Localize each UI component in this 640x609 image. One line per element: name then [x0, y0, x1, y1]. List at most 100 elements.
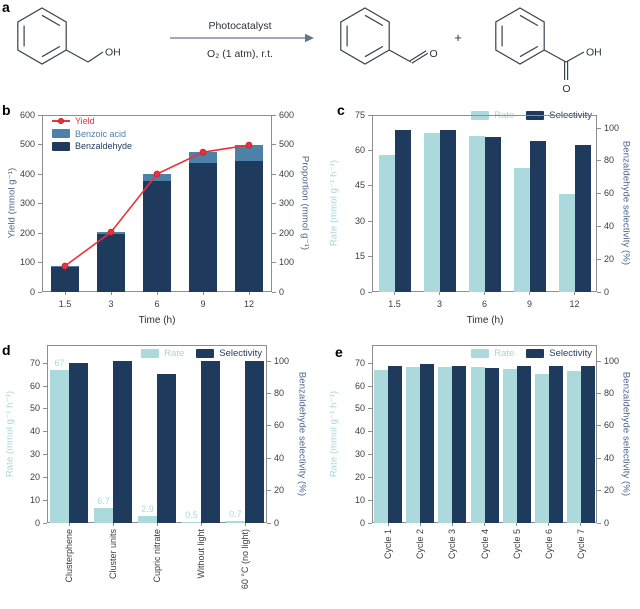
- benzaldehyde-swatch: [52, 141, 70, 151]
- x-tick-mark: [548, 523, 550, 526]
- x-tick-mark: [202, 292, 204, 295]
- bar-benzaldehyde: [143, 181, 171, 292]
- x-tick-mark: [574, 292, 575, 295]
- yield-marker: [61, 262, 69, 270]
- y-tick-label-left: 100: [19, 257, 35, 267]
- x-tick-mark: [248, 292, 250, 295]
- y-tick-mark-left: [368, 256, 372, 258]
- y-tick-label-right: 0: [604, 517, 610, 528]
- x-tick-mark: [156, 523, 158, 526]
- legend-label-yield: Yield: [75, 116, 95, 126]
- y-tick-label-left: 0: [359, 517, 365, 528]
- y-tick-label-right: 600: [279, 109, 295, 120]
- x-tick-mark: [64, 292, 66, 295]
- y-tick-label-left: 10: [354, 494, 365, 505]
- y-tick-mark-left: [38, 114, 42, 116]
- y-tick-label-right: 60: [274, 420, 285, 431]
- molecule-benzaldehyde: O: [340, 7, 438, 65]
- selectivity-swatch: [196, 349, 215, 358]
- y-tick-mark-left: [43, 499, 47, 501]
- bar-rate: [438, 366, 453, 523]
- y-tick-mark-right: [272, 203, 276, 204]
- y-tick-mark-right: [597, 225, 601, 227]
- y-tick-label-right: 40: [604, 452, 615, 463]
- bar-rate: [566, 371, 581, 523]
- y-tick-label-left: 60: [354, 380, 365, 391]
- bar-selectivity: [157, 374, 176, 523]
- bar-selectivity: [580, 366, 595, 523]
- yield-marker: [153, 170, 161, 178]
- yield-marker: [199, 148, 207, 156]
- category-label: Cycle 7: [575, 529, 586, 560]
- legend-label-benzoic-acid: Benzoic acid: [75, 128, 127, 139]
- y-tick-label-left: 500: [19, 139, 35, 149]
- y-tick-label-right: 80: [274, 388, 285, 399]
- y-tick-label-left: 40: [354, 426, 365, 437]
- bar-rate: [378, 155, 395, 292]
- x-axis-title: Time (h): [138, 315, 176, 326]
- x-tick-mark: [110, 292, 112, 295]
- panel-e: e Rate (mmol g⁻¹ h⁻¹) Benzaldehyde selec…: [320, 335, 640, 609]
- x-tick-mark: [68, 523, 70, 526]
- bar-rate: [468, 136, 485, 292]
- bar-benzaldehyde: [189, 163, 217, 292]
- category-label: 3: [436, 299, 442, 309]
- panel-b-label: b: [2, 102, 11, 118]
- y-tick-mark-left: [43, 362, 47, 364]
- molecule-benzyl-alcohol: OH: [17, 7, 121, 65]
- y-tick-mark-right: [597, 522, 601, 524]
- y-tick-label-left: 15: [354, 251, 365, 262]
- y-tick-mark-right: [597, 490, 601, 492]
- panel-d-label: d: [2, 342, 11, 358]
- category-label: Cycle 4: [479, 529, 490, 560]
- hydroxyl-label: OH: [105, 47, 121, 59]
- reaction-arrow: Photocatalyst O₂ (1 atm), r.t.: [170, 20, 314, 60]
- plus-sign: +: [454, 30, 462, 45]
- y-tick-mark-right: [272, 114, 276, 116]
- bar-rate: [423, 132, 440, 292]
- category-label: Cycle 5: [511, 529, 522, 560]
- y-tick-label-right: 40: [274, 452, 285, 463]
- y-tick-label-left: 0: [29, 286, 35, 297]
- category-label: Cycle 1: [383, 529, 394, 560]
- rate-swatch: [471, 349, 490, 358]
- y-tick-label-left: 30: [29, 449, 40, 460]
- panel-a-label: a: [2, 0, 10, 15]
- y-tick-mark-right: [267, 490, 271, 492]
- panel-d: d Rate (mmol g⁻¹ h⁻¹) Benzaldehyde selec…: [0, 335, 320, 609]
- y-tick-mark-left: [368, 499, 372, 501]
- rate-value-label: 67: [54, 358, 65, 369]
- y-tick-mark-left: [38, 144, 42, 145]
- y-tick-mark-left: [38, 173, 42, 175]
- y-tick-label-left: 60: [354, 144, 365, 155]
- category-label: Cluster units: [108, 529, 118, 580]
- legend-label-selectivity: Selectivity: [549, 348, 592, 359]
- category-label: 60 °C (no light): [240, 529, 250, 590]
- y-tick-mark-left: [43, 385, 47, 387]
- y-tick-label-right: 400: [279, 168, 295, 179]
- x-tick-mark: [387, 523, 389, 526]
- category-label: Cupric nitrate: [152, 529, 162, 583]
- y-tick-mark-right: [597, 291, 601, 293]
- x-tick-mark: [419, 523, 421, 526]
- y-tick-mark-left: [368, 385, 372, 387]
- benzoic-acid-swatch: [52, 129, 70, 138]
- category-label: 9: [200, 299, 206, 309]
- y-tick-mark-right: [272, 291, 276, 293]
- legend: Yield Benzoic acid Benzaldehyde: [52, 116, 132, 154]
- y-tick-label-left: 70: [29, 357, 40, 368]
- legend-label-selectivity: Selectivity: [219, 348, 262, 359]
- y-tick-mark-left: [368, 114, 372, 116]
- y-tick-mark-right: [267, 522, 271, 524]
- y-tick-mark-right: [272, 262, 276, 263]
- bar-selectivity: [201, 361, 220, 523]
- y-tick-mark-right: [597, 360, 601, 362]
- x-tick-mark: [484, 292, 485, 295]
- panel-b: b Yield (mmol g⁻¹) Proportion (mmol g⁻¹)…: [0, 95, 320, 335]
- y-tick-mark-left: [368, 149, 372, 151]
- y-tick-mark-left: [38, 262, 42, 263]
- bar-rate: [226, 521, 245, 523]
- category-label: 12: [569, 299, 580, 309]
- category-label: 3: [108, 299, 114, 309]
- legend: Rate Selectivity: [141, 348, 262, 359]
